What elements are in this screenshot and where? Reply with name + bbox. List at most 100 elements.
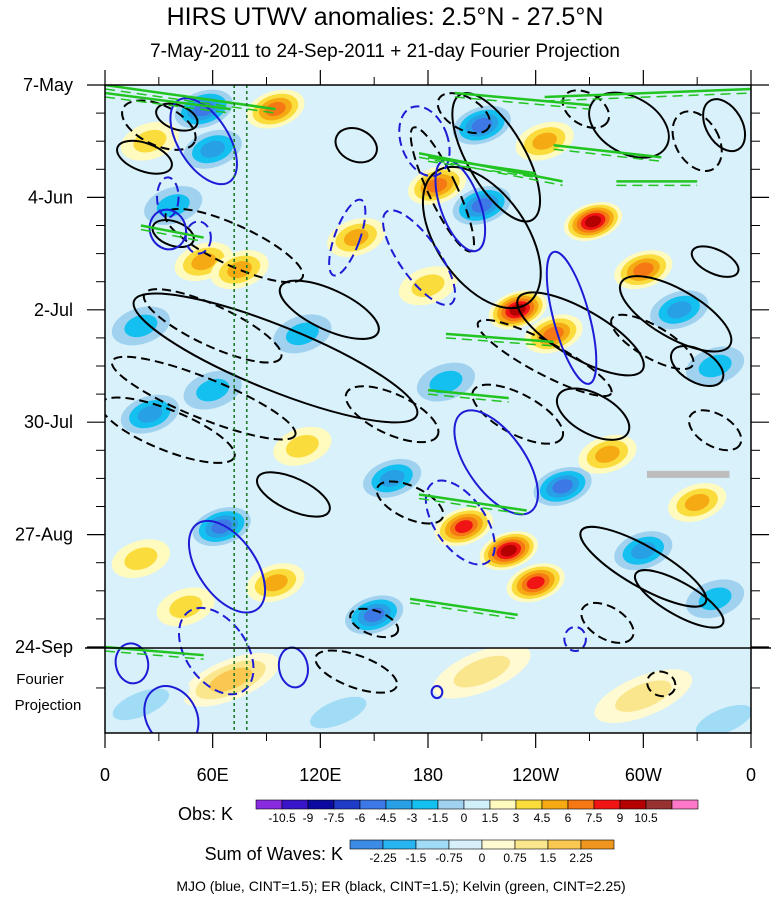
kelvin-contour-4-inner — [418, 156, 563, 187]
obs-colorbar-swatch-5 — [385, 799, 413, 810]
wave-contours — [105, 85, 751, 733]
kelvin-contour-13-inner — [105, 650, 204, 660]
obs-colorbar-swatch-3 — [333, 799, 361, 810]
anomaly-blob-15-level-4 — [633, 262, 654, 277]
anomaly-blob-36-level-2 — [124, 314, 158, 338]
y-tick-label-2: 2-Jul — [34, 300, 73, 320]
y-tick-label-3: 30-Jul — [24, 412, 73, 432]
mjo-contour-2 — [156, 176, 180, 219]
obs-colorbar-level-0: -10.5 — [268, 811, 296, 825]
reference-lines — [233, 85, 248, 733]
waves-colorbar-swatch-5 — [514, 839, 549, 850]
waves-colorbar-swatch-3 — [448, 839, 483, 850]
anomaly-blob-32-level-3 — [595, 445, 620, 463]
obs-colorbar-swatch-15 — [645, 799, 673, 810]
obs-colorbar-level-14: 10.5 — [634, 811, 658, 825]
x-tick-label-0: 0 — [100, 765, 110, 785]
mjo-contour-0 — [169, 97, 238, 186]
er-contour-26 — [610, 313, 695, 371]
obs-colorbar-level-1: -9 — [303, 811, 314, 825]
kelvin-contour-5 — [427, 156, 536, 175]
mjo-contour-5 — [381, 209, 457, 307]
y-axis: 7-May 4-Jun 2-Jul 30-Jul 27-Aug 24-Sep — [15, 75, 769, 689]
waves-colorbar-swatch-2 — [415, 839, 450, 850]
x-axis: 0 60E 120E 180 120W 60W 0 — [100, 70, 756, 785]
kelvin-contour-3-inner — [544, 92, 751, 102]
anomaly-blob-18-level-2 — [429, 370, 463, 394]
mjo-contour-14 — [114, 642, 150, 685]
mjo-contour-10 — [424, 479, 496, 566]
anomaly-blob-35-level-2 — [698, 587, 732, 611]
er-contour-33 — [580, 601, 635, 644]
kelvin-contour-6 — [553, 143, 662, 159]
kelvin-contour-1 — [105, 91, 231, 111]
obs-anomaly-field — [111, 89, 745, 635]
er-contour-2 — [116, 139, 173, 175]
mjo-contour-4 — [328, 198, 367, 277]
anomaly-blob-22-level-3 — [379, 469, 405, 487]
waves-colorbar-swatch-0 — [349, 839, 384, 850]
er-contour-34 — [314, 649, 399, 694]
mjo-contour-13 — [143, 685, 200, 733]
er-contour-0 — [121, 99, 197, 151]
er-contour-8 — [132, 292, 419, 424]
anomaly-blob-16-level-3 — [666, 301, 692, 319]
anomaly-blob-23-level-5 — [454, 520, 473, 533]
anomaly-blob-33-level-3 — [684, 493, 710, 512]
er-contour-36 — [646, 670, 677, 698]
waves-colorbar-level-0: -2.25 — [369, 851, 397, 865]
er-contour-11 — [344, 385, 440, 444]
kelvin-contour-1-inner — [105, 96, 231, 114]
mjo-contour-9 — [453, 409, 539, 516]
er-contour-24 — [476, 318, 613, 398]
projection-blob-0-level-3 — [209, 667, 252, 692]
kelvin-contour-6-inner — [553, 148, 662, 163]
er-contour-20 — [671, 110, 723, 173]
y-tick-label-4: 27-Aug — [15, 525, 73, 545]
projection-blob-4-level-2 — [615, 680, 672, 712]
kelvin-contour-8-inner — [140, 228, 204, 243]
obs-colorbar-label: Obs: K — [178, 804, 233, 824]
anomaly-blob-10-level-4 — [426, 178, 448, 193]
kelvin-contour-12-inner — [409, 602, 518, 620]
mjo-contour-8 — [545, 250, 598, 385]
kelvin-contour-9-inner — [445, 337, 554, 347]
obs-colorbar-level-10: 4.5 — [534, 811, 551, 825]
er-contour-30 — [687, 409, 743, 452]
anomaly-blob-2-level-2 — [133, 129, 167, 153]
anomaly-blob-3-level-2 — [156, 194, 190, 217]
x-tick-label-4: 120W — [512, 765, 559, 785]
anomaly-blob-37-level-2 — [411, 274, 445, 297]
projection-field — [105, 648, 751, 733]
chart-subtitle: 7-May-2011 to 24-Sep-2011 + 21-day Fouri… — [150, 41, 620, 62]
contour-legend: MJO (blue, CINT=1.5); ER (black, CINT=1.… — [176, 878, 625, 894]
er-contour-5 — [334, 127, 378, 164]
obs-colorbar-swatch-10 — [515, 799, 543, 810]
kelvin-contour-10 — [427, 388, 509, 400]
er-contour-32 — [633, 569, 725, 629]
obs-colorbar-swatch-13 — [593, 799, 621, 810]
x-tick-label-1: 60E — [197, 765, 229, 785]
er-contour-9 — [110, 355, 297, 441]
y-tick-label-1: 4-Jun — [28, 187, 73, 207]
obs-colorbar-level-11: 6 — [565, 811, 572, 825]
obs-colorbar-swatch-2 — [307, 799, 335, 810]
waves-colorbar-level-3: 0 — [479, 851, 486, 865]
obs-colorbar-swatch-12 — [567, 799, 595, 810]
kelvin-contour-11 — [418, 493, 527, 512]
kelvin-contour-8 — [140, 224, 204, 239]
obs-colorbar-swatch-6 — [411, 799, 439, 810]
kelvin-contour-12 — [409, 597, 518, 617]
obs-colorbar-level-3: -6 — [355, 811, 366, 825]
obs-colorbar-swatch-8 — [463, 799, 491, 810]
er-contour-13 — [375, 480, 445, 525]
projection-label-line2: Projection — [15, 697, 82, 714]
waves-colorbar-level-5: 1.5 — [540, 851, 557, 865]
mjo-contour-11 — [187, 519, 267, 614]
anomaly-blob-26-level-4 — [552, 479, 573, 494]
mjo-contour-1 — [148, 208, 188, 251]
kelvin-contour-11-inner — [418, 497, 527, 516]
waves-colorbar-level-2: -0.75 — [435, 851, 463, 865]
er-contour-25 — [618, 275, 733, 353]
